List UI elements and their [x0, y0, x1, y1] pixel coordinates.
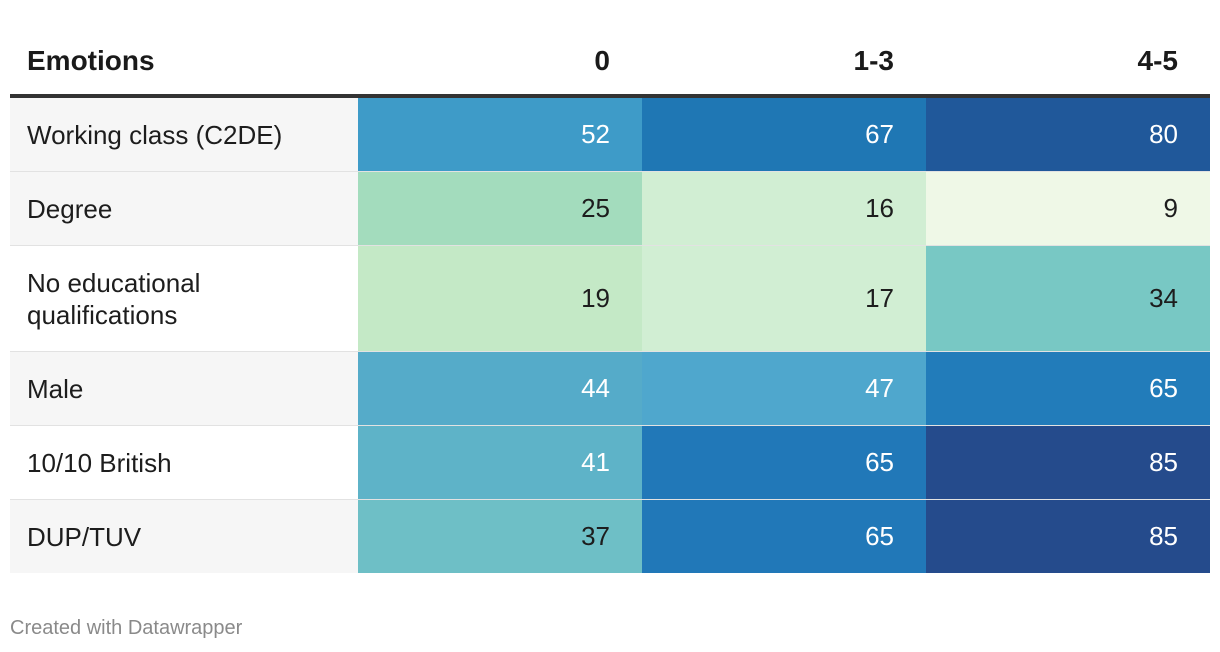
- table-header: Emotions 0 1-3 4-5: [10, 28, 1210, 98]
- heat-cell: 16: [642, 172, 926, 245]
- row-label: DUP/TUV: [27, 521, 142, 552]
- header-column-4-5[interactable]: 4-5: [1137, 45, 1178, 76]
- heat-cell: 80: [926, 98, 1210, 171]
- heat-cell: 19: [358, 246, 642, 351]
- row-label: 10/10 British: [27, 447, 172, 478]
- heat-cell: 41: [358, 426, 642, 499]
- table-row: No educational qualifications 19 17 34: [10, 246, 1210, 352]
- row-label: Working class (C2DE): [27, 119, 283, 150]
- heat-cell: 65: [926, 352, 1210, 425]
- table-row: Male 44 47 65: [10, 352, 1210, 426]
- heat-cell: 65: [642, 500, 926, 573]
- heat-cell: 85: [926, 500, 1210, 573]
- header-column-1-3[interactable]: 1-3: [853, 45, 894, 76]
- heat-cell: 52: [358, 98, 642, 171]
- heat-cell: 17: [642, 246, 926, 351]
- row-label: Male: [27, 373, 84, 404]
- row-label: No educational qualifications: [27, 267, 201, 330]
- header-column-0[interactable]: 0: [594, 45, 610, 76]
- heat-cell: 44: [358, 352, 642, 425]
- heat-cell: 67: [642, 98, 926, 171]
- heat-cell: 85: [926, 426, 1210, 499]
- table-row: Degree 25 16 9: [10, 172, 1210, 246]
- table-row: 10/10 British 41 65 85: [10, 426, 1210, 500]
- table-row: DUP/TUV 37 65 85: [10, 500, 1210, 573]
- heatmap-table: Emotions 0 1-3 4-5 Working class (C2DE) …: [10, 28, 1210, 573]
- header-label[interactable]: Emotions: [27, 45, 155, 76]
- heat-cell: 37: [358, 500, 642, 573]
- heat-cell: 65: [642, 426, 926, 499]
- heat-cell: 25: [358, 172, 642, 245]
- heat-cell: 47: [642, 352, 926, 425]
- heat-cell: 34: [926, 246, 1210, 351]
- row-label: Degree: [27, 193, 113, 224]
- datawrapper-credit[interactable]: Created with Datawrapper: [10, 617, 243, 639]
- heat-cell: 9: [926, 172, 1210, 245]
- table-row: Working class (C2DE) 52 67 80: [10, 98, 1210, 172]
